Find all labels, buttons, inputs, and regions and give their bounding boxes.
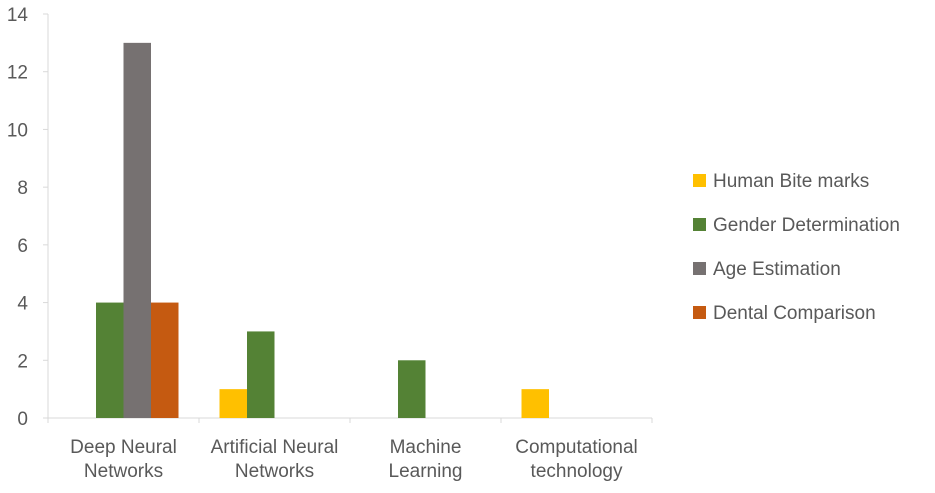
y-tick-label: 0 bbox=[17, 409, 28, 430]
x-category-label-line: Machine bbox=[390, 437, 462, 458]
x-category-label-line: Computational bbox=[515, 437, 638, 458]
x-category-label: Computational technology bbox=[515, 437, 638, 482]
bar-age-estimation bbox=[123, 42, 151, 418]
legend-swatch bbox=[693, 174, 706, 187]
x-axis: Deep Neural Networks Artificial Neural Netw… bbox=[47, 417, 653, 482]
x-category-label-line: Deep Neural bbox=[70, 437, 177, 458]
y-tick-label: 2 bbox=[17, 351, 28, 372]
x-category-label-line: Artificial Neural bbox=[211, 437, 339, 458]
bar-gender-determination bbox=[96, 302, 124, 418]
bar-human-bite-marks bbox=[219, 389, 247, 418]
bar-human-bite-marks bbox=[521, 389, 549, 418]
legend-label: Dental Comparison bbox=[713, 303, 876, 324]
x-category-label: Machine Learning bbox=[389, 437, 463, 482]
bars bbox=[96, 42, 549, 418]
y-tick-label: 10 bbox=[7, 120, 28, 141]
legend-swatch bbox=[693, 218, 706, 231]
x-category-label-line: Networks bbox=[84, 461, 163, 482]
legend: Human Bite marks Gender Determination Age … bbox=[693, 171, 900, 324]
x-category-label-line: Learning bbox=[389, 461, 463, 482]
legend-label: Age Estimation bbox=[713, 259, 841, 280]
y-tick-label: 6 bbox=[17, 236, 28, 257]
y-tick-label: 4 bbox=[17, 294, 28, 315]
legend-label: Human Bite marks bbox=[713, 171, 869, 192]
y-tick-label: 8 bbox=[17, 178, 28, 199]
x-category-label-line: Networks bbox=[235, 461, 314, 482]
legend-swatch bbox=[693, 306, 706, 319]
x-category-label: Deep Neural Networks bbox=[70, 437, 177, 482]
x-category-label: Artificial Neural Networks bbox=[211, 437, 339, 482]
bar-gender-determination bbox=[247, 331, 275, 418]
legend-swatch bbox=[693, 262, 706, 275]
legend-label: Gender Determination bbox=[713, 215, 900, 236]
y-tick-label: 12 bbox=[7, 63, 28, 84]
bar-gender-determination bbox=[398, 360, 426, 418]
y-axis: 0 2 4 6 8 10 12 14 bbox=[7, 5, 49, 430]
x-category-label-line: technology bbox=[531, 461, 623, 482]
bar-dental-comparison bbox=[151, 302, 179, 418]
y-tick-label: 14 bbox=[7, 5, 29, 26]
